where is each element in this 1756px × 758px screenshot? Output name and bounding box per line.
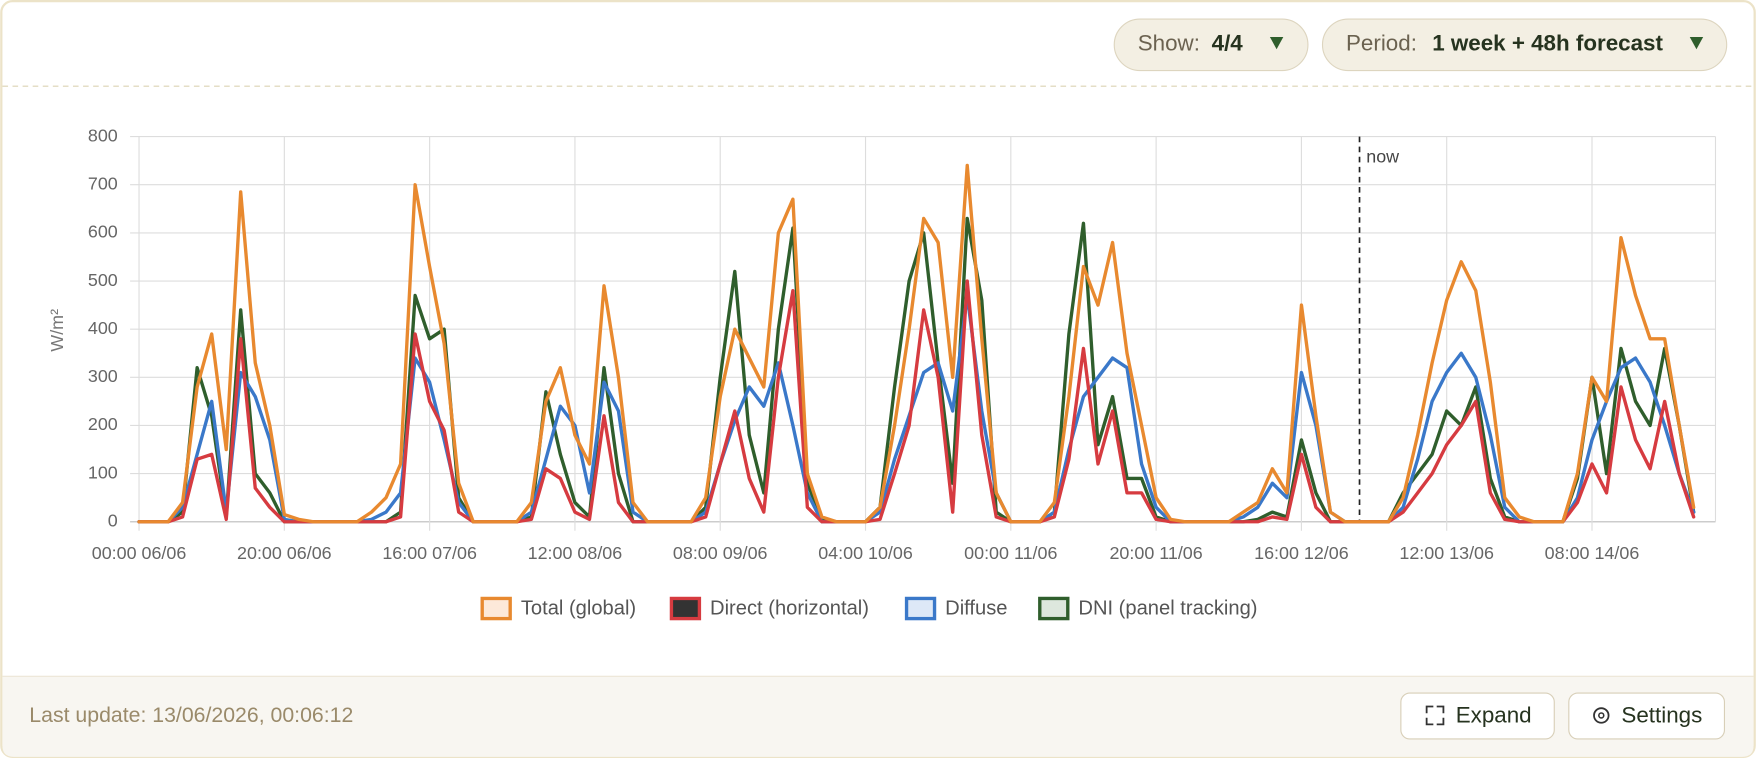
y-tick-label: 0	[108, 510, 118, 530]
legend-label: Diffuse	[945, 597, 1007, 619]
expand-icon	[1425, 705, 1445, 726]
settings-icon-core	[1598, 712, 1605, 719]
y-tick-label: 100	[88, 462, 118, 482]
expand-button[interactable]: Expand	[1400, 692, 1555, 740]
expand-text: Expand	[1456, 702, 1532, 727]
show-button[interactable]: Show: 4/4	[1113, 18, 1309, 72]
period-value: 1 week + 48h forecast	[1432, 31, 1663, 56]
y-tick-label: 700	[88, 173, 118, 193]
x-tick-label: 08:00 14/06	[1545, 543, 1640, 563]
show-value: 4/4	[1212, 31, 1244, 56]
series-line	[137, 216, 1696, 524]
legend-label: Total (global)	[521, 597, 636, 619]
y-tick-label: 200	[88, 414, 118, 434]
settings-box[interactable]	[1568, 692, 1726, 740]
y-tick-label: 600	[88, 222, 118, 242]
x-tick-label: 12:00 13/06	[1399, 543, 1494, 563]
y-tick-label: 500	[88, 270, 118, 290]
series-line	[137, 163, 1696, 524]
x-tick-label: 00:00 11/06	[964, 543, 1057, 563]
x-tick-label: 16:00 07/06	[382, 543, 477, 563]
series-line	[137, 293, 1696, 524]
x-tick-label: 20:00 11/06	[1109, 543, 1202, 563]
dropdown-arrow	[1269, 36, 1284, 50]
show-label: Show:	[1138, 31, 1200, 56]
expand-box[interactable]	[1400, 692, 1555, 740]
x-tick-label: 12:00 08/06	[528, 543, 623, 563]
footer	[2, 676, 1754, 757]
x-tick-label: 08:00 09/06	[673, 543, 768, 563]
y-tick-label: 300	[88, 366, 118, 386]
y-axis-label: W/m²	[47, 309, 67, 352]
legend-swatch	[669, 596, 702, 621]
x-tick-label: 04:00 10/06	[818, 543, 913, 563]
legend-swatch	[480, 596, 512, 621]
y-tick-label: 400	[88, 318, 118, 338]
chart: W/m² 0 100 200 300 400 500 600 700 800 00:00 06/0…	[47, 125, 1717, 621]
series-line	[137, 279, 1696, 524]
settings-button[interactable]: Settings	[1568, 692, 1726, 740]
period-pill[interactable]	[1321, 18, 1728, 72]
period-button[interactable]: Period: 1 week + 48h forecast	[1321, 18, 1728, 72]
x-tick-label: 20:00 06/06	[237, 543, 332, 563]
period-label: Period:	[1346, 31, 1417, 56]
legend-swatch	[904, 596, 937, 621]
legend-swatch	[1038, 596, 1070, 621]
last-update: Last update: 13/06/2026, 00:06:12	[29, 703, 353, 727]
x-tick-label: 00:00 06/06	[92, 543, 187, 563]
show-pill[interactable]	[1113, 18, 1309, 72]
settings-icon	[1593, 707, 1610, 724]
now-label: now	[1366, 147, 1399, 167]
settings-text: Settings	[1621, 702, 1702, 727]
legend-label: Direct (horizontal)	[710, 597, 869, 619]
x-tick-label: 16:00 12/06	[1254, 543, 1349, 563]
legend-label: DNI (panel tracking)	[1078, 597, 1257, 619]
dropdown-arrow	[1689, 36, 1704, 50]
y-tick-label: 800	[88, 125, 118, 145]
